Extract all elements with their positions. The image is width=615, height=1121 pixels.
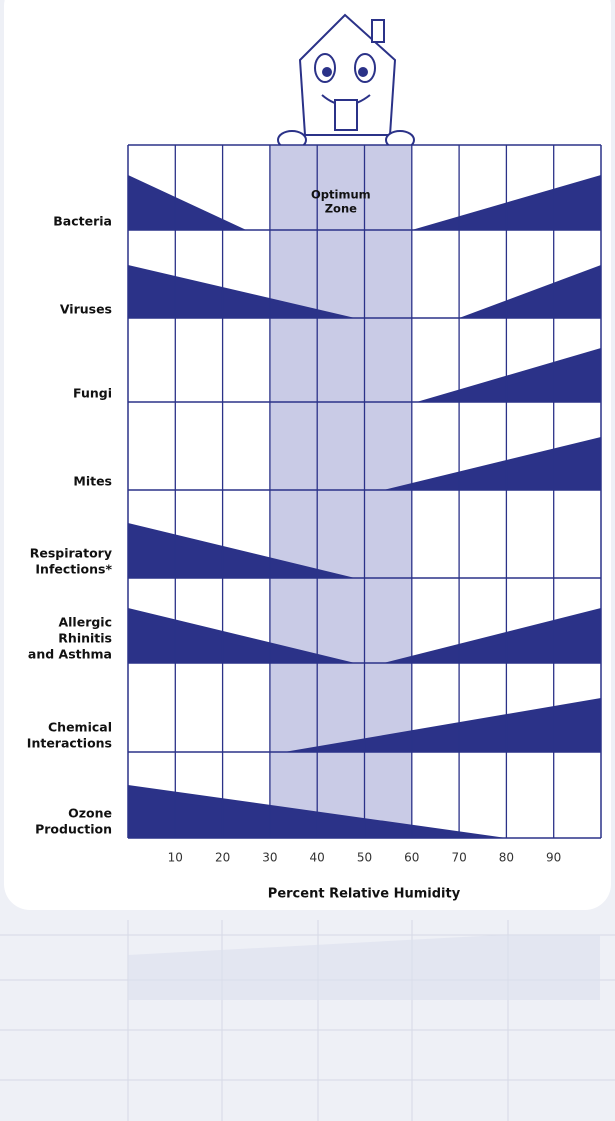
row-label: Production — [35, 822, 112, 837]
row-label: Rhinitis — [58, 631, 112, 646]
plot: Bacteria Viruses Fungi Mites RespiratoryInfe… — [27, 144, 602, 902]
x-tick-label: 80 — [499, 851, 514, 865]
row-label: Infections* — [35, 562, 112, 577]
row-label: Respiratory — [30, 546, 112, 561]
left-wedge — [128, 265, 356, 318]
right-wedge — [383, 608, 601, 663]
x-axis-label: Percent Relative Humidity — [268, 887, 461, 902]
optimum-zone — [269, 145, 412, 838]
x-tick-label: 40 — [310, 851, 325, 865]
row-label: Bacteria — [53, 214, 112, 229]
mascot — [277, 13, 415, 150]
row-label: Mites — [73, 474, 112, 489]
zone-label: Optimum — [311, 188, 371, 202]
row-label: Fungi — [73, 386, 112, 401]
row-label: Interactions — [27, 736, 112, 751]
right-wedge — [416, 348, 601, 402]
row-label: and Asthma — [28, 647, 112, 662]
left-wedge — [128, 608, 356, 663]
x-tick-label: 70 — [451, 851, 466, 865]
x-tick-label: 20 — [215, 851, 230, 865]
left-wedge — [128, 523, 356, 578]
reflection — [128, 935, 600, 1000]
x-tick-label: 60 — [404, 851, 419, 865]
zone-label: Zone — [325, 202, 357, 216]
right-wedge — [284, 698, 601, 752]
row-label: Chemical — [48, 720, 112, 735]
x-tick-label: 30 — [262, 851, 277, 865]
x-tick-label: 50 — [357, 851, 372, 865]
left-wedge — [128, 175, 247, 230]
row-label: Ozone — [68, 806, 112, 821]
right-wedge — [383, 437, 601, 490]
x-tick-label: 90 — [546, 851, 561, 865]
row-label: Viruses — [60, 302, 112, 317]
right-wedge — [459, 265, 601, 318]
x-tick-label: 10 — [168, 851, 183, 865]
row-label: Allergic — [58, 615, 112, 630]
